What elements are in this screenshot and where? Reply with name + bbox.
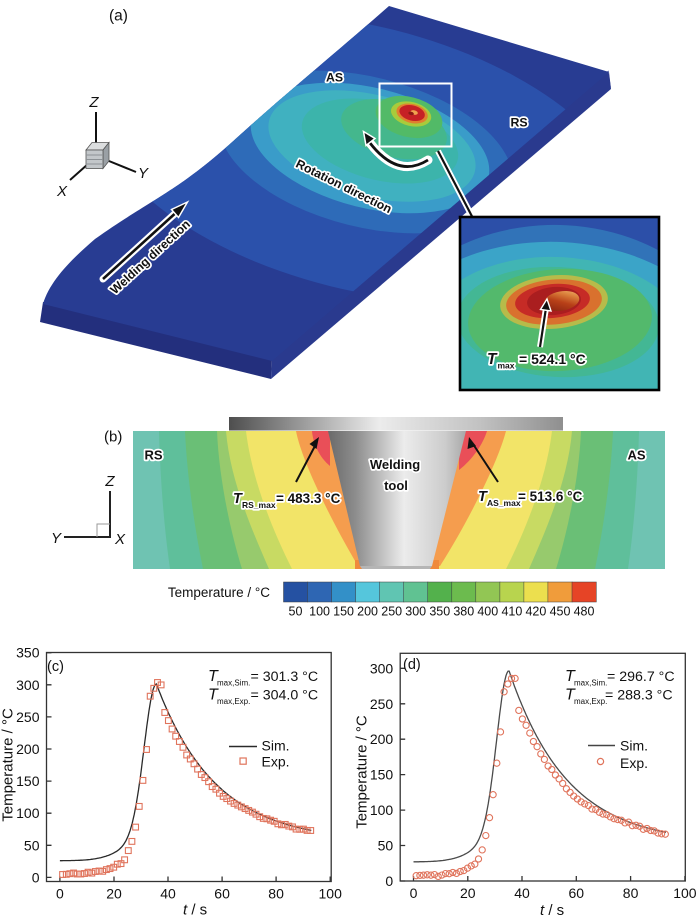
svg-text:380: 380 bbox=[453, 605, 474, 619]
svg-text:100: 100 bbox=[16, 805, 40, 821]
svg-text:= 513.6 °C: = 513.6 °C bbox=[518, 489, 583, 504]
svg-text:400: 400 bbox=[477, 605, 498, 619]
svg-text:0: 0 bbox=[385, 873, 393, 889]
svg-text:Y: Y bbox=[51, 530, 62, 547]
svg-text:300: 300 bbox=[405, 605, 426, 619]
svg-text:60: 60 bbox=[569, 885, 585, 901]
svg-text:50: 50 bbox=[378, 838, 394, 854]
svg-text:Sim.: Sim. bbox=[262, 738, 290, 754]
svg-text:300: 300 bbox=[370, 660, 394, 676]
svg-text:150: 150 bbox=[16, 773, 40, 789]
svg-text:100: 100 bbox=[319, 886, 343, 902]
svg-text:200: 200 bbox=[370, 731, 394, 747]
svg-text:max: max bbox=[498, 361, 515, 371]
svg-text:T: T bbox=[487, 351, 498, 368]
svg-text:0: 0 bbox=[56, 886, 64, 902]
svg-text:t / s: t / s bbox=[183, 902, 207, 918]
svg-text:T: T bbox=[233, 491, 243, 507]
svg-text:350: 350 bbox=[429, 605, 450, 619]
svg-text:= 288.3 °C: = 288.3 °C bbox=[605, 688, 673, 704]
svg-text:Temperature / °C: Temperature / °C bbox=[168, 585, 270, 600]
svg-text:max,Exp.: max,Exp. bbox=[574, 697, 607, 706]
svg-text:= 304.0 °C: = 304.0 °C bbox=[251, 688, 319, 704]
svg-text:RS: RS bbox=[144, 448, 162, 463]
svg-text:t / s: t / s bbox=[540, 902, 564, 918]
svg-text:60: 60 bbox=[214, 886, 230, 902]
svg-text:Exp.: Exp. bbox=[620, 755, 648, 771]
svg-text:AS: AS bbox=[627, 448, 645, 463]
svg-text:T: T bbox=[478, 489, 488, 505]
svg-text:X: X bbox=[114, 531, 126, 548]
svg-text:= 301.3 °C: = 301.3 °C bbox=[251, 669, 319, 685]
svg-text:AS_max: AS_max bbox=[487, 498, 521, 508]
svg-text:0: 0 bbox=[32, 869, 40, 885]
svg-text:150: 150 bbox=[370, 767, 394, 783]
svg-text:Sim.: Sim. bbox=[620, 738, 648, 754]
svg-text:= 483.3 °C: = 483.3 °C bbox=[276, 491, 341, 506]
svg-text:450: 450 bbox=[550, 605, 571, 619]
svg-text:(c): (c) bbox=[47, 659, 64, 675]
svg-text:150: 150 bbox=[333, 605, 354, 619]
svg-text:max,Sim.: max,Sim. bbox=[217, 679, 250, 688]
svg-text:80: 80 bbox=[268, 886, 284, 902]
svg-text:Z: Z bbox=[104, 473, 115, 490]
svg-text:max,Sim.: max,Sim. bbox=[574, 679, 607, 688]
svg-text:T: T bbox=[208, 668, 219, 685]
svg-text:420: 420 bbox=[525, 605, 546, 619]
svg-text:= 524.1 °C: = 524.1 °C bbox=[519, 351, 586, 367]
svg-text:(d): (d) bbox=[403, 657, 421, 673]
svg-text:T: T bbox=[208, 687, 219, 704]
svg-text:Z: Z bbox=[88, 94, 99, 111]
svg-text:T: T bbox=[565, 687, 576, 704]
svg-text:Y: Y bbox=[138, 165, 149, 182]
svg-text:80: 80 bbox=[623, 885, 639, 901]
svg-text:Temperature / °C: Temperature / °C bbox=[354, 715, 371, 829]
svg-text:410: 410 bbox=[501, 605, 522, 619]
svg-text:200: 200 bbox=[357, 605, 378, 619]
svg-text:Exp.: Exp. bbox=[262, 754, 290, 770]
svg-text:50: 50 bbox=[289, 605, 303, 619]
svg-text:300: 300 bbox=[16, 677, 40, 693]
svg-text:tool: tool bbox=[384, 478, 408, 493]
svg-text:RS: RS bbox=[510, 116, 527, 130]
svg-text:AS: AS bbox=[326, 71, 343, 85]
svg-text:250: 250 bbox=[370, 696, 394, 712]
svg-text:100: 100 bbox=[309, 605, 330, 619]
svg-text:(b): (b) bbox=[104, 429, 122, 446]
svg-text:Welding: Welding bbox=[370, 457, 420, 472]
svg-text:100: 100 bbox=[370, 802, 394, 818]
svg-text:50: 50 bbox=[24, 837, 40, 853]
svg-text:20: 20 bbox=[460, 885, 476, 901]
svg-text:(a): (a) bbox=[109, 8, 128, 25]
svg-text:T: T bbox=[565, 668, 576, 685]
svg-text:X: X bbox=[56, 183, 68, 200]
svg-text:40: 40 bbox=[514, 885, 530, 901]
svg-text:100: 100 bbox=[673, 885, 697, 901]
svg-text:Temperature / °C: Temperature / °C bbox=[0, 708, 17, 822]
svg-text:max,Exp.: max,Exp. bbox=[217, 697, 250, 706]
svg-text:40: 40 bbox=[160, 886, 176, 902]
svg-text:= 296.7 °C: = 296.7 °C bbox=[607, 669, 675, 685]
svg-text:20: 20 bbox=[106, 886, 122, 902]
svg-text:0: 0 bbox=[410, 885, 418, 901]
svg-text:200: 200 bbox=[16, 741, 40, 757]
svg-text:RS_max: RS_max bbox=[242, 500, 276, 510]
svg-text:480: 480 bbox=[574, 605, 595, 619]
svg-text:250: 250 bbox=[16, 709, 40, 725]
svg-text:350: 350 bbox=[16, 645, 40, 661]
svg-text:250: 250 bbox=[381, 605, 402, 619]
